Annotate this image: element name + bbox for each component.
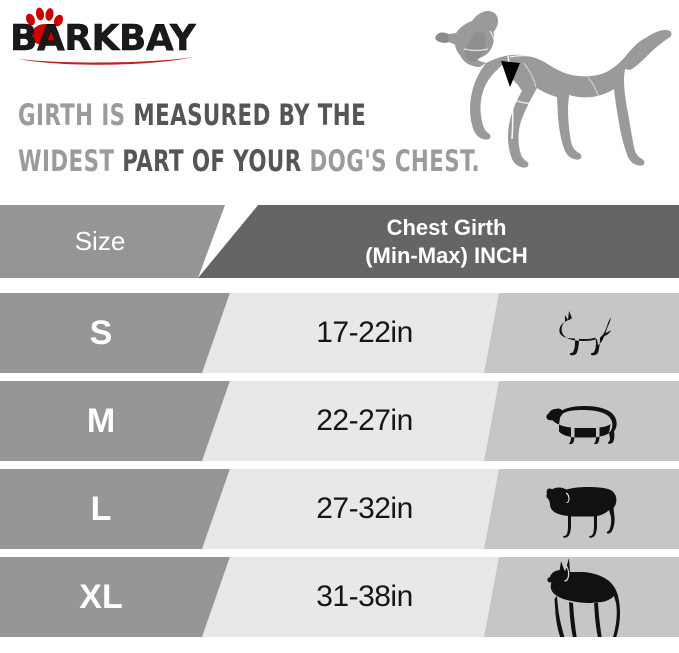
row-dog-cell <box>484 293 679 373</box>
great-dane-silhouette-icon <box>484 557 679 637</box>
table-row[interactable]: S 17-22in <box>0 293 679 373</box>
header-girth-line1: Chest Girth <box>386 214 507 240</box>
girth-value: 27-32in <box>316 492 413 525</box>
size-chart-table: Size Chest Girth (Min-Max) INCH S 17-22i… <box>0 205 679 637</box>
headline-part-3: WIDEST <box>18 144 123 178</box>
row-dog-cell <box>484 469 679 549</box>
girth-value: 17-22in <box>316 316 413 349</box>
headline-part-1: GIRTH IS <box>18 98 134 132</box>
headline-part-5: DOG'S CHEST. <box>309 144 481 178</box>
page-title: GIRTH IS MEASURED BY THE WIDEST PART OF … <box>18 92 480 184</box>
paw-print-icon <box>26 7 64 45</box>
header-girth-line2: (Min-Max) INCH <box>365 242 528 268</box>
girth-value: 22-27in <box>316 404 413 437</box>
row-dog-cell <box>484 381 679 461</box>
row-girth-cell: 27-32in <box>202 469 527 549</box>
headline-part-4: PART OF YOUR <box>122 144 310 178</box>
header-banner: BARKBAY GIRTH IS MEASURED BY THE WIDEST … <box>0 0 679 205</box>
row-girth-cell: 31-38in <box>202 557 527 637</box>
brand-wordmark: BARKBAY <box>10 18 196 59</box>
size-value: S <box>89 313 113 352</box>
header-size-label: Size <box>74 226 126 256</box>
row-girth-cell: 22-27in <box>202 381 527 461</box>
headline-part-2: MEASURED BY THE <box>133 98 367 132</box>
dog-chest-girth-diagram <box>435 11 672 168</box>
table-row[interactable]: XL 31-38in <box>0 557 679 637</box>
logo-underline-swoosh <box>18 57 194 65</box>
row-size-cell: XL <box>0 557 230 637</box>
bulldog-silhouette-icon <box>484 469 679 549</box>
row-size-cell: M <box>0 381 230 461</box>
header-size-cell <box>0 205 225 278</box>
table-header-row: Size Chest Girth (Min-Max) INCH <box>0 205 679 278</box>
row-size-cell: S <box>0 293 230 373</box>
size-value: M <box>86 401 116 440</box>
row-size-cell: L <box>0 469 230 549</box>
table-row[interactable]: L 27-32in <box>0 469 679 549</box>
size-value: L <box>90 489 112 528</box>
chihuahua-silhouette-icon <box>484 293 679 373</box>
size-value: XL <box>79 577 123 616</box>
header-girth-label: Chest Girth (Min-Max) INCH <box>198 205 679 278</box>
row-dog-cell <box>484 557 679 637</box>
brand-logo: BARKBAY <box>6 6 206 68</box>
table-row[interactable]: M 22-27in <box>0 381 679 461</box>
row-girth-cell: 17-22in <box>202 293 527 373</box>
header-girth-cell <box>198 205 679 278</box>
girth-value: 31-38in <box>316 580 413 613</box>
dachshund-silhouette-icon <box>484 381 679 461</box>
